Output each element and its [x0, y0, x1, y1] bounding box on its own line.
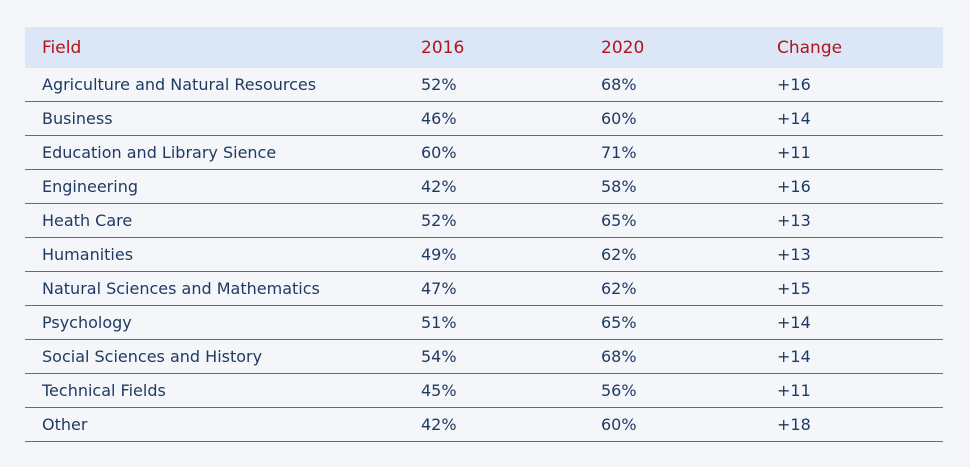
- cell-2016: 54%: [404, 339, 584, 374]
- table-row: Business 46% 60% +14: [25, 101, 943, 136]
- cell-2016: 52%: [404, 68, 584, 102]
- table-row: Natural Sciences and Mathematics 47% 62% +1…: [25, 271, 943, 306]
- table-row: Technical Fields 45% 56% +11: [25, 373, 943, 408]
- cell-change: +11: [760, 135, 943, 170]
- cell-change: +14: [760, 339, 943, 374]
- table-row: Social Sciences and History 54% 68% +14: [25, 339, 943, 374]
- table-row: Heath Care 52% 65% +13: [25, 203, 943, 238]
- cell-change: +11: [760, 373, 943, 408]
- cell-2020: 58%: [584, 169, 760, 204]
- table-row: Agriculture and Natural Resources 52% 68% +…: [25, 68, 943, 102]
- table-body: Agriculture and Natural Resources 52% 68% +…: [25, 68, 943, 442]
- data-table-card: Field 2016 2020 Change Agriculture and N…: [25, 27, 943, 442]
- cell-field: Heath Care: [25, 203, 404, 238]
- cell-field: Business: [25, 101, 404, 136]
- cell-field: Social Sciences and History: [25, 339, 404, 374]
- cell-change: +16: [760, 169, 943, 204]
- cell-field: Engineering: [25, 169, 404, 204]
- cell-change: +15: [760, 271, 943, 306]
- cell-change: +16: [760, 68, 943, 102]
- table-row: Humanities 49% 62% +13: [25, 237, 943, 272]
- cell-2020: 62%: [584, 271, 760, 306]
- cell-2020: 65%: [584, 203, 760, 238]
- cell-change: +14: [760, 305, 943, 340]
- cell-2016: 47%: [404, 271, 584, 306]
- cell-field: Technical Fields: [25, 373, 404, 408]
- cell-change: +14: [760, 101, 943, 136]
- cell-field: Other: [25, 407, 404, 442]
- header-field: Field: [42, 37, 82, 58]
- cell-2020: 56%: [584, 373, 760, 408]
- cell-field: Humanities: [25, 237, 404, 272]
- field-comparison-table: Field 2016 2020 Change Agriculture and N…: [25, 27, 943, 442]
- cell-2016: 60%: [404, 135, 584, 170]
- cell-change: +13: [760, 237, 943, 272]
- table-row: Other 42% 60% +18: [25, 407, 943, 442]
- cell-2020: 68%: [584, 68, 760, 102]
- cell-2016: 45%: [404, 373, 584, 408]
- cell-2020: 62%: [584, 237, 760, 272]
- cell-2016: 42%: [404, 407, 584, 442]
- cell-2020: 60%: [584, 101, 760, 136]
- cell-2016: 52%: [404, 203, 584, 238]
- cell-2016: 46%: [404, 101, 584, 136]
- cell-field: Education and Library Sience: [25, 135, 404, 170]
- cell-2016: 49%: [404, 237, 584, 272]
- cell-field: Natural Sciences and Mathematics: [25, 271, 404, 306]
- table-row: Education and Library Sience 60% 71% +11: [25, 135, 943, 170]
- cell-field: Agriculture and Natural Resources: [25, 68, 404, 102]
- cell-change: +18: [760, 407, 943, 442]
- cell-2020: 65%: [584, 305, 760, 340]
- header-2020: 2020: [601, 37, 645, 58]
- header-2016: 2016: [421, 37, 465, 58]
- table-row: Psychology 51% 65% +14: [25, 305, 943, 340]
- table-header: Field 2016 2020 Change: [25, 27, 943, 68]
- cell-change: +13: [760, 203, 943, 238]
- header-row: Field 2016 2020 Change: [25, 27, 943, 68]
- cell-2020: 68%: [584, 339, 760, 374]
- header-change: Change: [777, 37, 843, 58]
- table-row: Engineering 42% 58% +16: [25, 169, 943, 204]
- cell-2016: 42%: [404, 169, 584, 204]
- cell-2020: 71%: [584, 135, 760, 170]
- cell-2020: 60%: [584, 407, 760, 442]
- cell-field: Psychology: [25, 305, 404, 340]
- cell-2016: 51%: [404, 305, 584, 340]
